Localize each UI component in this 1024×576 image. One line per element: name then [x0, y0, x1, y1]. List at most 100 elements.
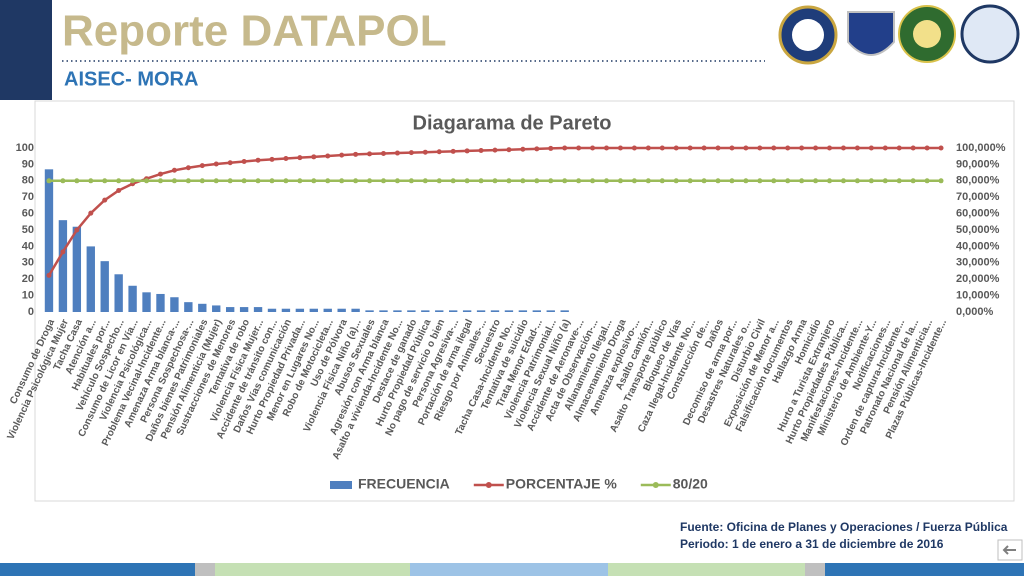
bar: [532, 310, 541, 312]
marker: [729, 145, 735, 151]
marker: [520, 178, 526, 184]
legend-label: FRECUENCIA: [358, 476, 450, 492]
marker: [130, 178, 136, 184]
slide-title: Reporte DATAPOL: [62, 7, 447, 56]
chart-title: Diagarama de Pareto: [413, 112, 612, 134]
marker: [896, 145, 902, 151]
marker: [617, 178, 623, 184]
bar: [476, 310, 486, 312]
marker: [46, 272, 52, 278]
logo: [913, 20, 941, 48]
bar: [142, 292, 151, 312]
marker: [506, 147, 512, 153]
marker: [325, 178, 331, 184]
y2-tick-label: 60,000%: [956, 208, 1000, 220]
marker: [701, 178, 707, 184]
marker: [631, 145, 637, 151]
y2-tick-label: 70,000%: [956, 191, 1000, 203]
bar: [156, 293, 165, 312]
marker: [534, 146, 540, 152]
chart-frame: [34, 100, 1015, 502]
marker: [102, 178, 108, 184]
footer-band: [805, 563, 825, 576]
marker: [659, 145, 665, 151]
marker: [353, 151, 359, 157]
marker: [74, 227, 80, 233]
marker: [604, 145, 610, 151]
marker: [868, 145, 874, 151]
marker: [116, 178, 122, 184]
marker: [157, 171, 163, 177]
marker: [450, 178, 456, 184]
marker: [422, 149, 428, 155]
marker: [576, 178, 582, 184]
bar: [114, 274, 123, 312]
marker: [673, 178, 679, 184]
marker: [394, 150, 400, 156]
marker: [297, 178, 303, 184]
legend-swatch: [330, 481, 352, 489]
marker: [380, 178, 386, 184]
marker: [868, 178, 874, 184]
marker: [464, 178, 470, 184]
logo: [792, 19, 824, 51]
marker: [659, 178, 665, 184]
marker: [520, 146, 526, 152]
bar: [379, 310, 388, 312]
marker: [924, 178, 930, 184]
marker: [785, 178, 791, 184]
marker: [924, 145, 930, 151]
marker: [743, 145, 749, 151]
y-tick-label: 30: [22, 257, 34, 269]
marker: [562, 178, 568, 184]
marker: [478, 148, 484, 154]
footer-band: [410, 563, 608, 576]
marker: [436, 178, 442, 184]
y-tick-label: 40: [22, 240, 34, 252]
nav-icon: [1002, 545, 1016, 555]
bar: [504, 310, 514, 312]
marker: [840, 178, 846, 184]
marker: [604, 178, 610, 184]
logo: [847, 11, 895, 56]
bar: [462, 310, 472, 312]
marker: [144, 178, 150, 184]
bar: [560, 310, 569, 312]
marker: [88, 178, 94, 184]
marker: [785, 145, 791, 151]
marker: [380, 150, 386, 156]
marker: [171, 178, 177, 184]
marker: [283, 156, 289, 162]
marker: [771, 145, 777, 151]
y2-tick-label: 100,000%: [956, 142, 1006, 154]
marker: [116, 187, 122, 193]
y-tick-label: 70: [22, 191, 34, 203]
marker: [938, 178, 944, 184]
marker: [185, 178, 191, 184]
marker: [827, 178, 833, 184]
footer-band: [215, 563, 410, 576]
y-tick-label: 80: [22, 175, 34, 187]
y-tick-label: 20: [22, 273, 34, 285]
marker: [464, 148, 470, 154]
marker: [213, 178, 219, 184]
marker: [157, 178, 163, 184]
marker: [910, 145, 916, 151]
legend-label: 80/20: [673, 476, 708, 492]
bar: [212, 305, 221, 312]
y2-tick-label: 10,000%: [956, 290, 1000, 302]
bar: [239, 307, 249, 312]
marker: [227, 160, 233, 166]
marker: [241, 158, 247, 164]
marker: [227, 178, 233, 184]
marker: [896, 178, 902, 184]
bar: [170, 297, 179, 312]
marker: [199, 163, 205, 169]
marker: [478, 178, 484, 184]
bar: [128, 285, 137, 312]
marker: [673, 145, 679, 151]
marker: [492, 178, 498, 184]
bar: [281, 308, 291, 312]
marker: [255, 157, 261, 163]
marker: [715, 178, 721, 184]
